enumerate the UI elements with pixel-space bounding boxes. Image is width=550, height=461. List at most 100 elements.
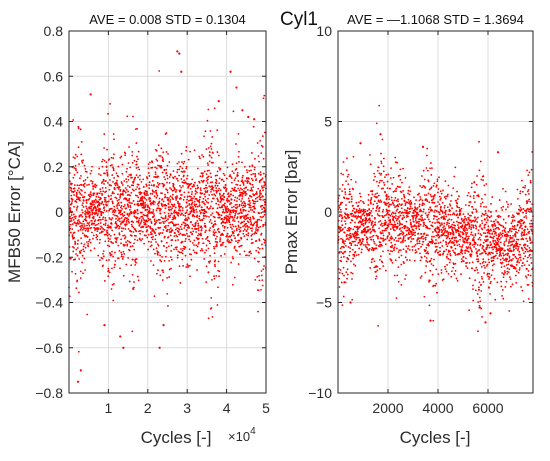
data-point xyxy=(498,216,500,218)
data-point xyxy=(160,232,162,234)
data-point xyxy=(355,202,357,204)
data-point xyxy=(385,243,387,245)
data-point xyxy=(143,243,145,245)
data-point xyxy=(82,202,84,204)
data-point xyxy=(127,185,129,187)
data-point xyxy=(156,207,158,209)
data-point xyxy=(250,220,252,222)
data-point xyxy=(91,170,93,172)
data-point xyxy=(521,180,523,182)
data-point xyxy=(207,120,209,122)
data-point xyxy=(71,220,73,222)
data-point xyxy=(439,250,441,252)
data-point xyxy=(210,130,212,132)
data-point xyxy=(169,176,171,178)
data-point xyxy=(182,250,184,252)
data-point xyxy=(452,267,454,269)
data-point xyxy=(449,253,451,255)
data-point xyxy=(404,278,406,280)
data-point xyxy=(411,232,413,234)
data-point xyxy=(442,227,444,229)
data-point xyxy=(452,236,454,238)
data-point xyxy=(512,219,514,221)
data-point xyxy=(485,206,487,208)
data-point xyxy=(238,225,240,227)
data-point xyxy=(482,175,484,177)
data-point xyxy=(502,233,504,235)
data-point xyxy=(206,245,208,247)
data-point xyxy=(101,212,103,214)
data-point xyxy=(358,254,360,256)
data-point xyxy=(227,227,229,229)
data-point xyxy=(362,241,364,243)
data-point xyxy=(410,236,412,238)
data-point xyxy=(489,233,491,235)
data-point xyxy=(101,161,103,163)
data-point xyxy=(360,196,362,198)
data-point xyxy=(200,225,202,227)
data-point xyxy=(93,235,95,237)
data-point xyxy=(120,189,122,191)
data-point xyxy=(410,223,412,225)
data-point xyxy=(465,204,467,206)
data-point xyxy=(407,227,409,229)
data-point xyxy=(163,201,165,203)
data-point xyxy=(205,199,207,201)
data-point xyxy=(348,174,350,176)
data-point xyxy=(203,258,205,260)
data-point xyxy=(159,183,161,185)
data-point xyxy=(186,233,188,235)
data-point xyxy=(454,239,456,241)
data-point xyxy=(348,239,350,241)
data-point xyxy=(479,281,481,283)
data-point xyxy=(76,280,78,282)
data-point xyxy=(482,252,484,254)
data-point xyxy=(183,227,185,229)
data-point xyxy=(84,269,86,271)
data-point xyxy=(170,250,172,252)
data-point xyxy=(184,248,186,250)
data-point xyxy=(110,235,112,237)
data-point xyxy=(179,166,181,168)
data-point xyxy=(358,237,360,239)
data-point xyxy=(438,227,440,229)
data-point xyxy=(242,175,244,177)
data-point xyxy=(250,205,252,207)
data-point xyxy=(97,230,99,232)
data-point xyxy=(488,262,490,264)
data-point xyxy=(107,175,109,177)
outlier-point xyxy=(122,347,124,349)
data-point xyxy=(158,245,160,247)
data-point xyxy=(101,227,103,229)
data-point xyxy=(209,160,211,162)
data-point xyxy=(400,241,402,243)
data-point xyxy=(83,258,85,260)
data-point xyxy=(135,188,137,190)
data-point xyxy=(123,253,125,255)
data-point xyxy=(257,188,259,190)
data-point xyxy=(194,216,196,218)
data-point xyxy=(379,246,381,248)
data-point xyxy=(164,236,166,238)
data-point xyxy=(231,228,233,230)
data-point xyxy=(475,248,477,250)
data-point xyxy=(186,201,188,203)
data-point xyxy=(261,275,263,277)
data-point xyxy=(201,192,203,194)
data-point xyxy=(458,207,460,209)
data-point xyxy=(75,249,77,251)
data-point xyxy=(398,249,400,251)
data-point xyxy=(405,225,407,227)
data-point xyxy=(484,267,486,269)
data-point xyxy=(389,210,391,212)
data-point xyxy=(248,226,250,228)
data-point xyxy=(186,229,188,231)
data-point xyxy=(260,216,262,218)
data-point xyxy=(353,263,355,265)
data-point xyxy=(103,204,105,206)
data-point xyxy=(523,300,525,302)
data-point xyxy=(109,189,111,191)
data-point xyxy=(137,197,139,199)
data-point xyxy=(163,176,165,178)
